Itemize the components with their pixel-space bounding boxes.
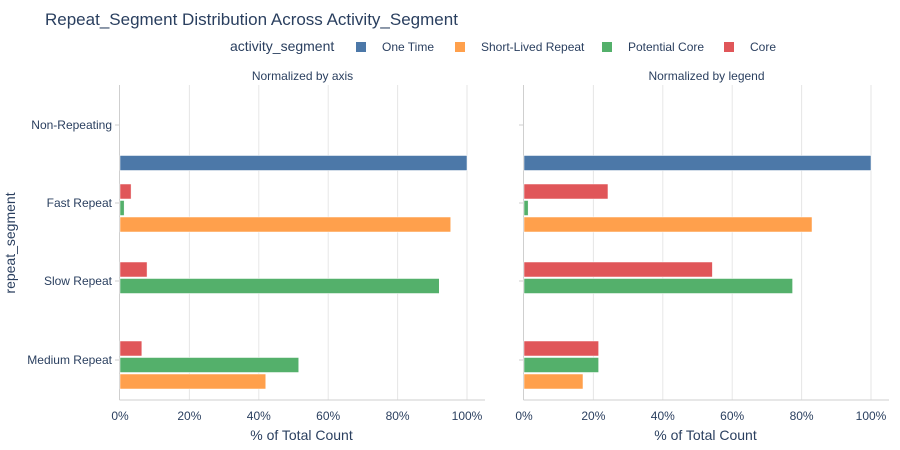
legend-label-core: Core — [750, 40, 776, 54]
bar-core-medium-repeat — [523, 340, 599, 357]
x-tick-label: 40% — [247, 409, 271, 423]
bar-short-lived-repeat-fast-repeat — [523, 216, 813, 233]
bar-short-lived-repeat-medium-repeat — [119, 373, 266, 390]
legend-swatch-one-time — [356, 42, 366, 52]
bar-potential-core-medium-repeat — [523, 357, 599, 373]
x-tick-label: 60% — [720, 409, 744, 423]
bar-core-medium-repeat — [119, 340, 143, 357]
legend-swatch-core — [724, 42, 734, 52]
chart-title: Repeat_Segment Distribution Across Activ… — [45, 10, 458, 29]
y-tick-label-non-repeating: Non-Repeating — [31, 118, 112, 132]
x-axis-title: % of Total Count — [654, 427, 757, 443]
bar-core-fast-repeat — [523, 183, 609, 200]
legend-label-potential-core: Potential Core — [628, 40, 704, 54]
panels: Normalized by axis 0% 20% 40% 60% 80% 100% Non-… — [27, 69, 889, 443]
bar-one-time-non-repeating — [523, 155, 872, 171]
bar-core-slow-repeat — [523, 261, 713, 278]
x-tick-label: 20% — [177, 409, 201, 423]
y-tick-label-slow-repeat: Slow Repeat — [44, 274, 113, 288]
bar-potential-core-medium-repeat — [119, 357, 299, 373]
bar-potential-core-fast-repeat — [119, 200, 125, 216]
legend-item-core[interactable]: Core — [724, 40, 776, 54]
panel-subtitle: Normalized by legend — [648, 69, 764, 83]
bar-short-lived-repeat-fast-repeat — [119, 216, 451, 233]
panel-subtitle: Normalized by axis — [252, 69, 353, 83]
bar-potential-core-fast-repeat — [523, 200, 529, 216]
x-tick-label: 0% — [111, 409, 129, 423]
bar-potential-core-slow-repeat — [119, 278, 440, 294]
x-tick-label: 60% — [316, 409, 340, 423]
legend-swatch-potential-core — [602, 42, 612, 52]
bar-core-slow-repeat — [119, 261, 148, 278]
x-tick-label: 0% — [515, 409, 533, 423]
bar-one-time-non-repeating — [119, 155, 468, 171]
legend-label-one-time: One Time — [382, 40, 434, 54]
legend-swatch-short-lived-repeat — [455, 42, 465, 52]
x-tick-label: 20% — [581, 409, 605, 423]
x-axis-title: % of Total Count — [250, 427, 353, 443]
y-axis-title: repeat_segment — [2, 192, 18, 293]
bar-short-lived-repeat-medium-repeat — [523, 373, 584, 390]
legend-title: activity_segment — [230, 38, 334, 54]
legend-item-one-time[interactable]: One Time — [356, 40, 434, 54]
x-tick-label: 100% — [856, 409, 887, 423]
legend: One Time Short-Lived Repeat Potential Core… — [356, 40, 776, 54]
legend-label-short-lived-repeat: Short-Lived Repeat — [481, 40, 585, 54]
x-tick-label: 80% — [386, 409, 410, 423]
legend-item-potential-core[interactable]: Potential Core — [602, 40, 704, 54]
x-tick-label: 80% — [790, 409, 814, 423]
panel-normalized-by-legend: Normalized by legend 0% 20% 40% 60% 80% 100% % … — [515, 69, 889, 443]
bar-potential-core-slow-repeat — [523, 278, 793, 294]
x-tick-label: 40% — [651, 409, 675, 423]
y-tick-label-fast-repeat: Fast Repeat — [47, 196, 113, 210]
x-tick-label: 100% — [452, 409, 483, 423]
legend-item-short-lived-repeat[interactable]: Short-Lived Repeat — [455, 40, 585, 54]
bar-core-fast-repeat — [119, 183, 132, 200]
panel-normalized-by-axis: Normalized by axis 0% 20% 40% 60% 80% 100% Non-… — [27, 69, 485, 443]
y-tick-label-medium-repeat: Medium Repeat — [27, 353, 112, 367]
